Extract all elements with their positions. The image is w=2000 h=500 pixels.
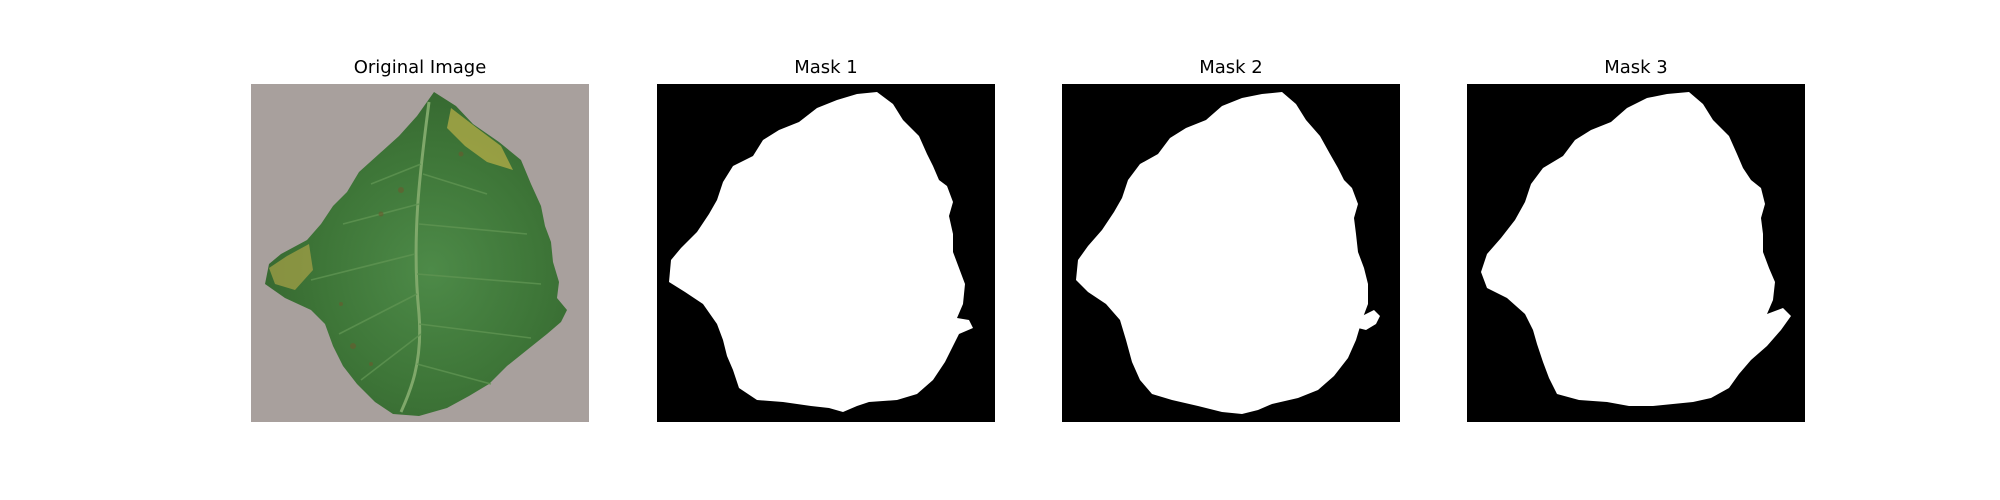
panel-title: Original Image <box>353 57 487 78</box>
panel-title: Mask 2 <box>1199 57 1263 78</box>
panel-original: Original Image <box>251 0 589 500</box>
panel-mask-2: Mask 2 <box>1062 0 1400 500</box>
leaf-yellow-patch <box>447 108 513 170</box>
mask-3 <box>1467 84 1805 422</box>
leaf-veins <box>310 163 542 385</box>
mask-fragment <box>1358 310 1380 330</box>
mask-foreground <box>669 92 973 412</box>
panel-title: Mask 1 <box>794 57 858 78</box>
panel-title: Mask 3 <box>1604 57 1668 78</box>
leaf-midrib <box>399 101 431 413</box>
mask-foreground <box>1076 92 1368 414</box>
leaf-yellow-patch <box>269 244 313 290</box>
panel-mask-1: Mask 1 <box>657 0 995 500</box>
mask-2 <box>1062 84 1400 422</box>
mask-image <box>1062 84 1400 422</box>
panel-mask-3: Mask 3 <box>1467 0 1805 500</box>
mask-1 <box>657 84 995 422</box>
leaf-spots <box>339 151 464 366</box>
mask-foreground <box>1481 92 1791 406</box>
original-image <box>251 84 589 422</box>
mask-image <box>657 84 995 422</box>
leaf-photo <box>251 84 589 422</box>
mask-image <box>1467 84 1805 422</box>
